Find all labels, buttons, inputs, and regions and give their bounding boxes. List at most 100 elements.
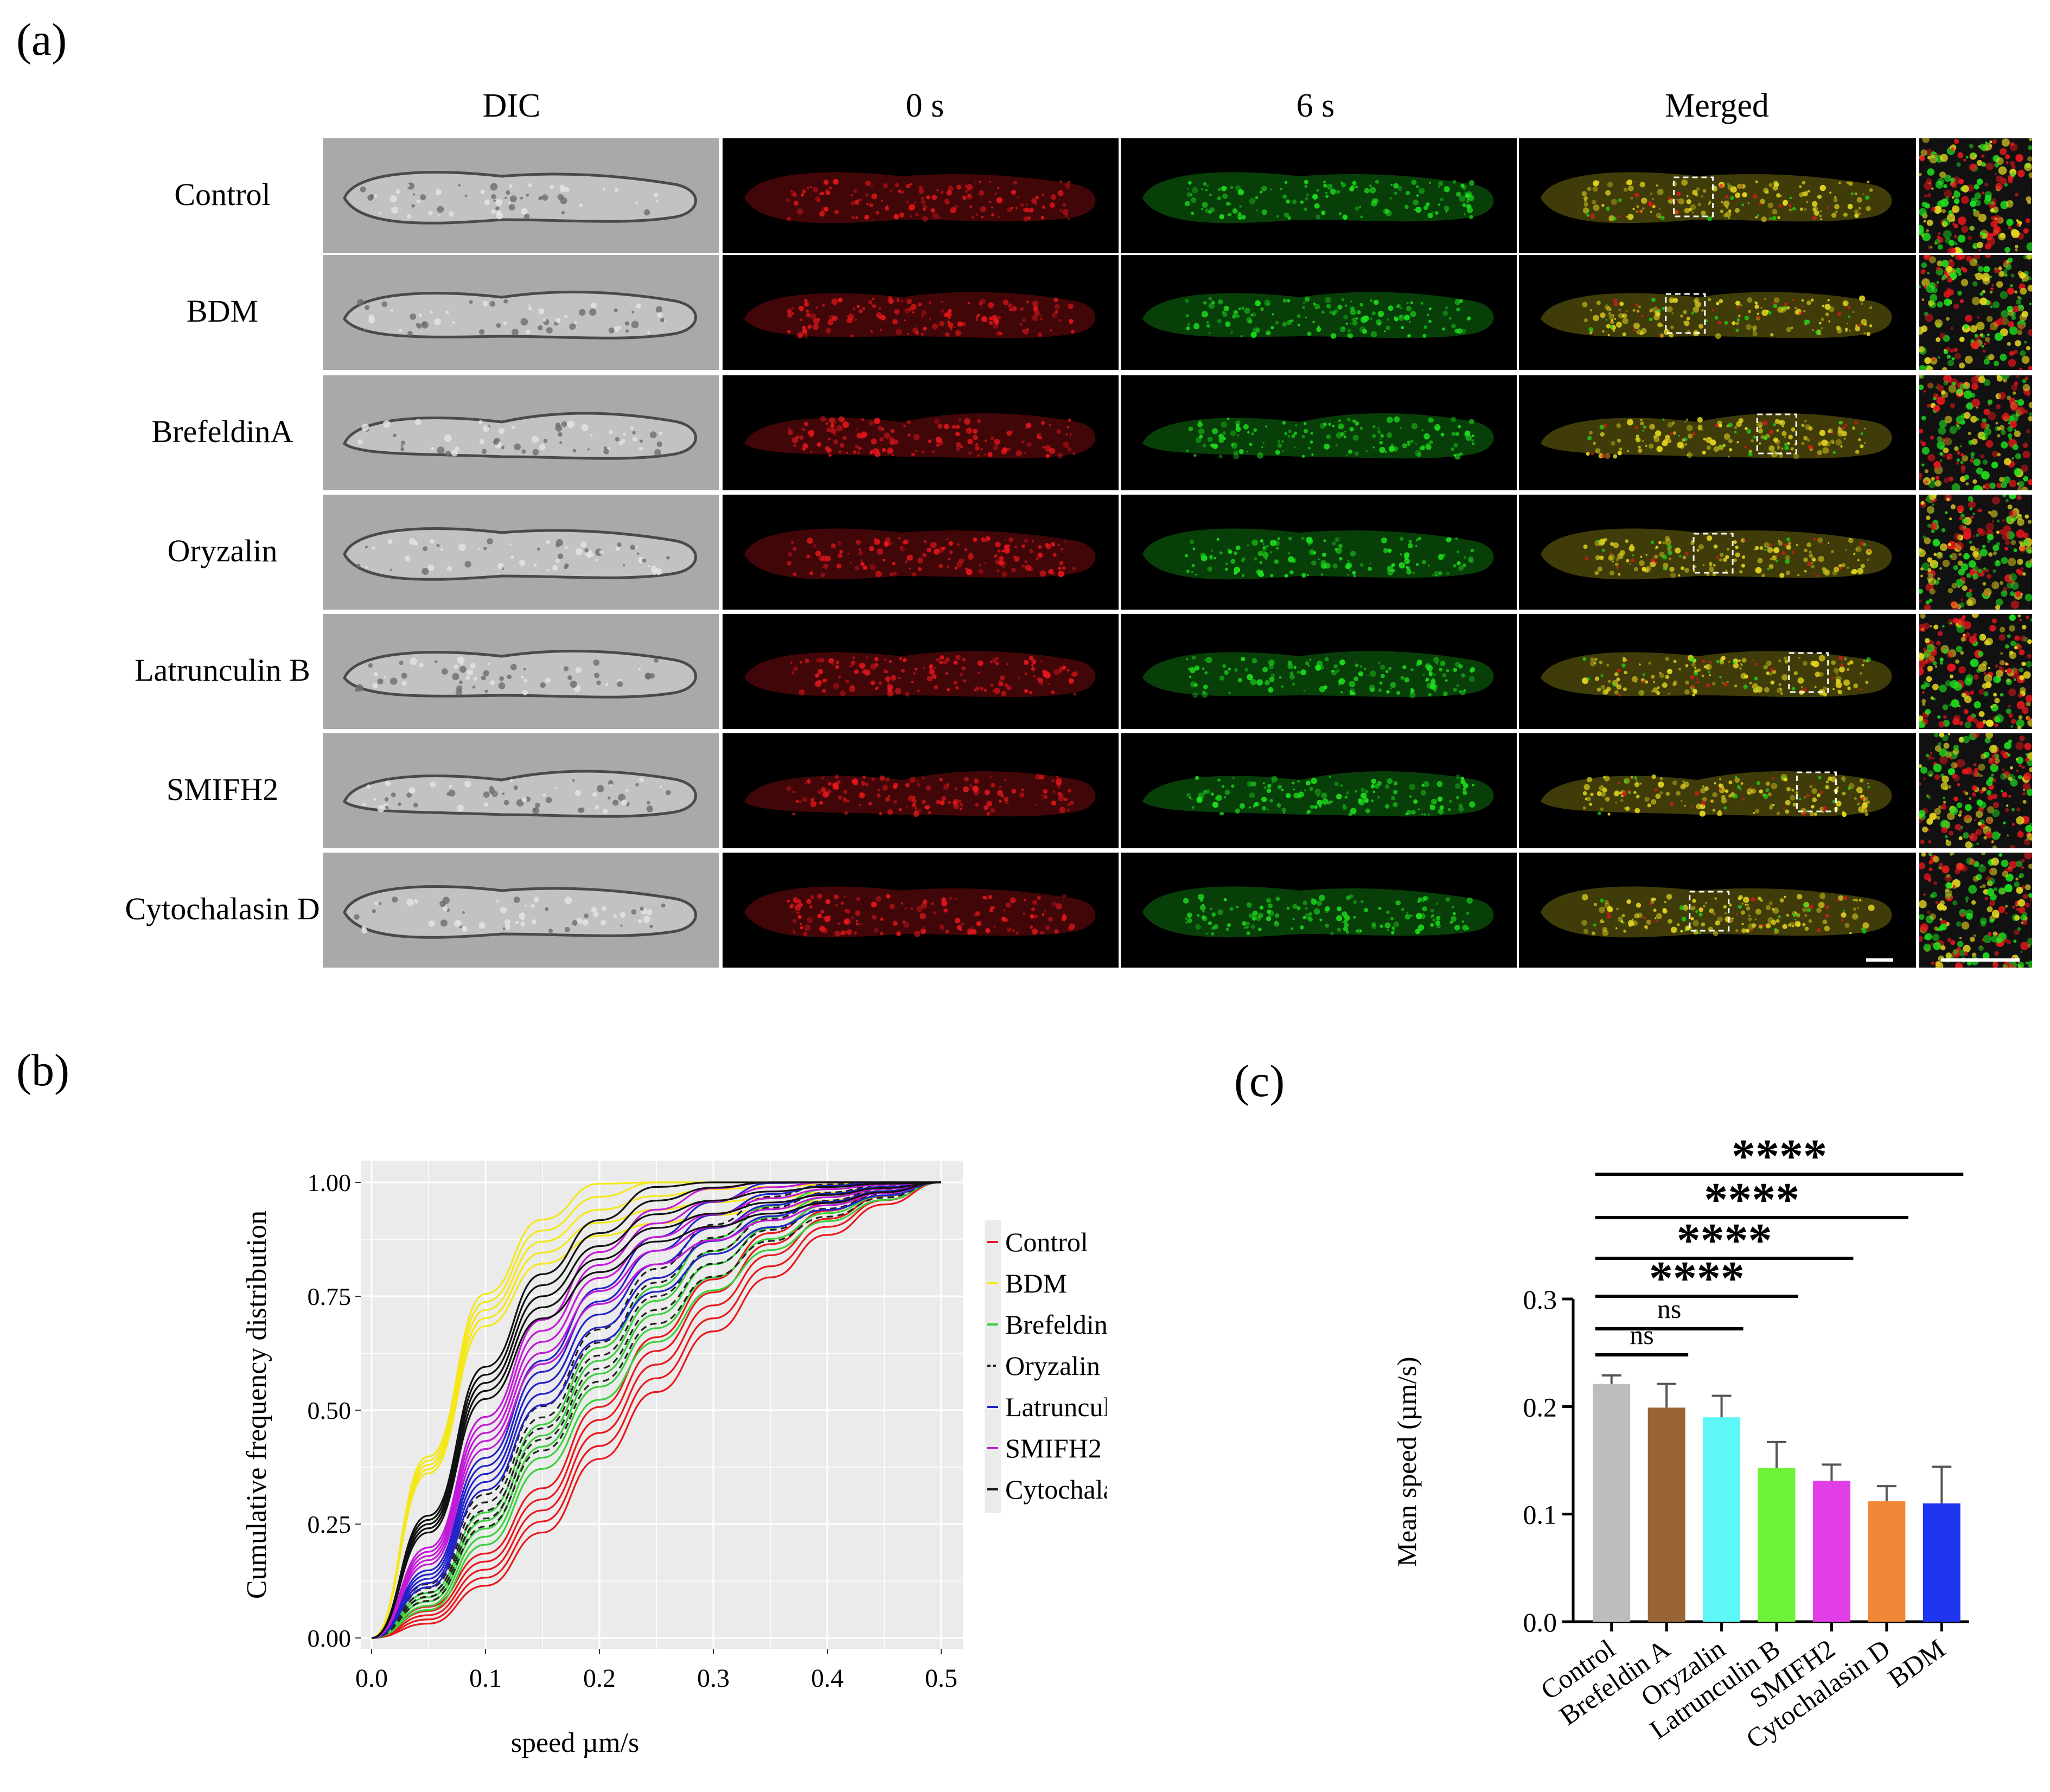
image-zoom-smifh2 bbox=[1919, 733, 2032, 848]
image-red-latrunculin-b bbox=[723, 614, 1119, 729]
image-zoom-brefeldina bbox=[1919, 375, 2032, 490]
image-dic-control bbox=[323, 138, 719, 253]
cdf-curve-cytochalasin-d bbox=[371, 1181, 941, 1639]
row-label-control: Control bbox=[174, 177, 271, 212]
bar-control bbox=[1593, 1384, 1631, 1622]
bar-latrunculin-b bbox=[1758, 1468, 1796, 1622]
row-label-bdm: BDM bbox=[186, 293, 259, 329]
image-green-oryzalin bbox=[1121, 495, 1517, 610]
legend-label-bdm: BDM bbox=[1005, 1268, 1067, 1298]
column-title-6s: 6 s bbox=[1296, 87, 1335, 124]
sig-label-cytochalasin-d: **** bbox=[1704, 1174, 1799, 1226]
column-title-merged: Merged bbox=[1665, 87, 1769, 124]
image-red-cytochalasin-d bbox=[723, 853, 1119, 968]
bar-cytochalasin-d bbox=[1868, 1501, 1906, 1622]
cdf-curve-oryzalin bbox=[371, 1181, 942, 1639]
cdf-curve-brefeldin-a bbox=[371, 1181, 942, 1639]
sig-label-latrunculin-b: **** bbox=[1649, 1252, 1745, 1305]
cdf-y-tick: 0.00 bbox=[308, 1624, 352, 1652]
row-label-brefeldina: BrefeldinA bbox=[151, 414, 293, 449]
cdf-series-latrunculin-b bbox=[371, 1181, 942, 1639]
bar-y-tick: 0.3 bbox=[1523, 1284, 1557, 1315]
image-zoom-control bbox=[1919, 138, 2032, 253]
cdf-y-tick: 0.25 bbox=[308, 1511, 352, 1538]
cdf-y-tick: 1.00 bbox=[308, 1169, 352, 1196]
legend-label-latrunculin-b: Latrunculin B bbox=[1005, 1392, 1107, 1422]
image-red-oryzalin bbox=[723, 495, 1119, 610]
image-dic-oryzalin bbox=[323, 495, 719, 610]
cdf-curve-latrunculin-b bbox=[371, 1181, 942, 1639]
cdf-curve-control bbox=[371, 1181, 942, 1639]
cdf-curve-smifh2 bbox=[371, 1181, 942, 1639]
image-red-bdm bbox=[723, 255, 1119, 370]
image-red-smifh2 bbox=[723, 733, 1119, 848]
image-zoom-oryzalin bbox=[1919, 495, 2032, 610]
cdf-y-tick: 0.50 bbox=[308, 1397, 352, 1424]
image-zoom-cytochalasin-d bbox=[1919, 853, 2032, 968]
cdf-x-tick: 0.5 bbox=[925, 1664, 957, 1693]
cdf-x-axis-label: speed µm/s bbox=[511, 1727, 640, 1758]
image-green-cytochalasin-d bbox=[1121, 853, 1517, 968]
image-merged-oryzalin bbox=[1519, 495, 1916, 610]
image-red-control bbox=[723, 138, 1119, 253]
image-dic-bdm bbox=[323, 255, 719, 370]
column-title-0s: 0 s bbox=[905, 87, 944, 124]
sig-label-brefeldin-a: ns bbox=[1630, 1320, 1653, 1350]
image-merged-bdm bbox=[1519, 255, 1916, 370]
cdf-series-cytochalasin-d bbox=[371, 1181, 942, 1639]
bar-bdm bbox=[1923, 1503, 1960, 1622]
bar-y-tick: 0.2 bbox=[1523, 1392, 1557, 1422]
image-green-smifh2 bbox=[1121, 733, 1517, 848]
row-label-smifh2: SMIFH2 bbox=[166, 772, 279, 807]
image-zoom-bdm bbox=[1919, 255, 2032, 370]
bar-y-axis-label: Mean speed (µm/s) bbox=[1391, 1356, 1422, 1566]
legend-label-control: Control bbox=[1005, 1227, 1088, 1257]
cdf-legend: Control BDM Brefeldin A Oryzalin Latrunculin… bbox=[985, 1220, 1107, 1513]
cdf-curve-smifh2 bbox=[371, 1181, 942, 1639]
cdf-curve-smifh2 bbox=[371, 1181, 942, 1639]
panel-label-c: (c) bbox=[1234, 1056, 1285, 1106]
cdf-series-smifh2 bbox=[371, 1181, 942, 1639]
bar-oryzalin bbox=[1703, 1417, 1741, 1622]
sig-label-oryzalin: ns bbox=[1657, 1294, 1681, 1324]
sig-label-smifh2: **** bbox=[1677, 1214, 1772, 1267]
bar-y-tick: 0.0 bbox=[1523, 1607, 1557, 1637]
cdf-curve-bdm bbox=[371, 1181, 942, 1639]
image-green-control bbox=[1121, 138, 1517, 253]
cdf-curve-oryzalin bbox=[371, 1181, 942, 1639]
image-red-brefeldina bbox=[723, 375, 1119, 490]
cdf-x-tick: 0.0 bbox=[355, 1664, 388, 1693]
cdf-curve-brefeldin-a bbox=[371, 1181, 942, 1639]
cdf-y-tick: 0.75 bbox=[308, 1283, 352, 1310]
panel-label-b: (b) bbox=[16, 1045, 69, 1096]
image-zoom-latrunculin-b bbox=[1919, 614, 2032, 729]
cdf-curve-control bbox=[371, 1181, 942, 1639]
panel-label-a: (a) bbox=[16, 15, 67, 65]
image-dic-latrunculin-b bbox=[323, 614, 719, 729]
cdf-curve-cytochalasin-d bbox=[371, 1181, 942, 1639]
legend-label-brefeldin-a: Brefeldin A bbox=[1005, 1309, 1107, 1340]
bar-brefeldin-a bbox=[1647, 1407, 1685, 1622]
image-dic-brefeldina bbox=[323, 375, 719, 490]
image-merged-brefeldina bbox=[1519, 375, 1916, 490]
row-label-cytochalasin-d: Cytochalasin D bbox=[125, 891, 320, 926]
cdf-curve-latrunculin-b bbox=[371, 1181, 942, 1639]
image-merged-smifh2 bbox=[1519, 733, 1916, 848]
cdf-ticks: 0.0 0.1 0.2 0.3 0.4 0.5 0.00 0.25 0.50 0.75 1.00 bbox=[308, 1169, 958, 1693]
image-dic-cytochalasin-d bbox=[323, 853, 719, 968]
legend-label-oryzalin: Oryzalin bbox=[1005, 1351, 1100, 1381]
legend-label-cytochalasin-d: Cytochalasin D bbox=[1005, 1474, 1107, 1505]
bars bbox=[1593, 1374, 1960, 1622]
cdf-x-tick: 0.3 bbox=[697, 1664, 730, 1693]
cdf-curve-control bbox=[371, 1181, 942, 1639]
micrograph-grid: Control BDM BrefeldinA Oryzalin Latrunculin … bbox=[125, 138, 2032, 968]
image-merged-cytochalasin-d bbox=[1519, 853, 1916, 968]
image-green-latrunculin-b bbox=[1121, 614, 1517, 729]
image-dic-smifh2 bbox=[323, 733, 719, 848]
cdf-curve-control bbox=[371, 1181, 942, 1639]
cdf-curves bbox=[371, 1181, 942, 1639]
cdf-x-tick: 0.2 bbox=[583, 1664, 616, 1693]
